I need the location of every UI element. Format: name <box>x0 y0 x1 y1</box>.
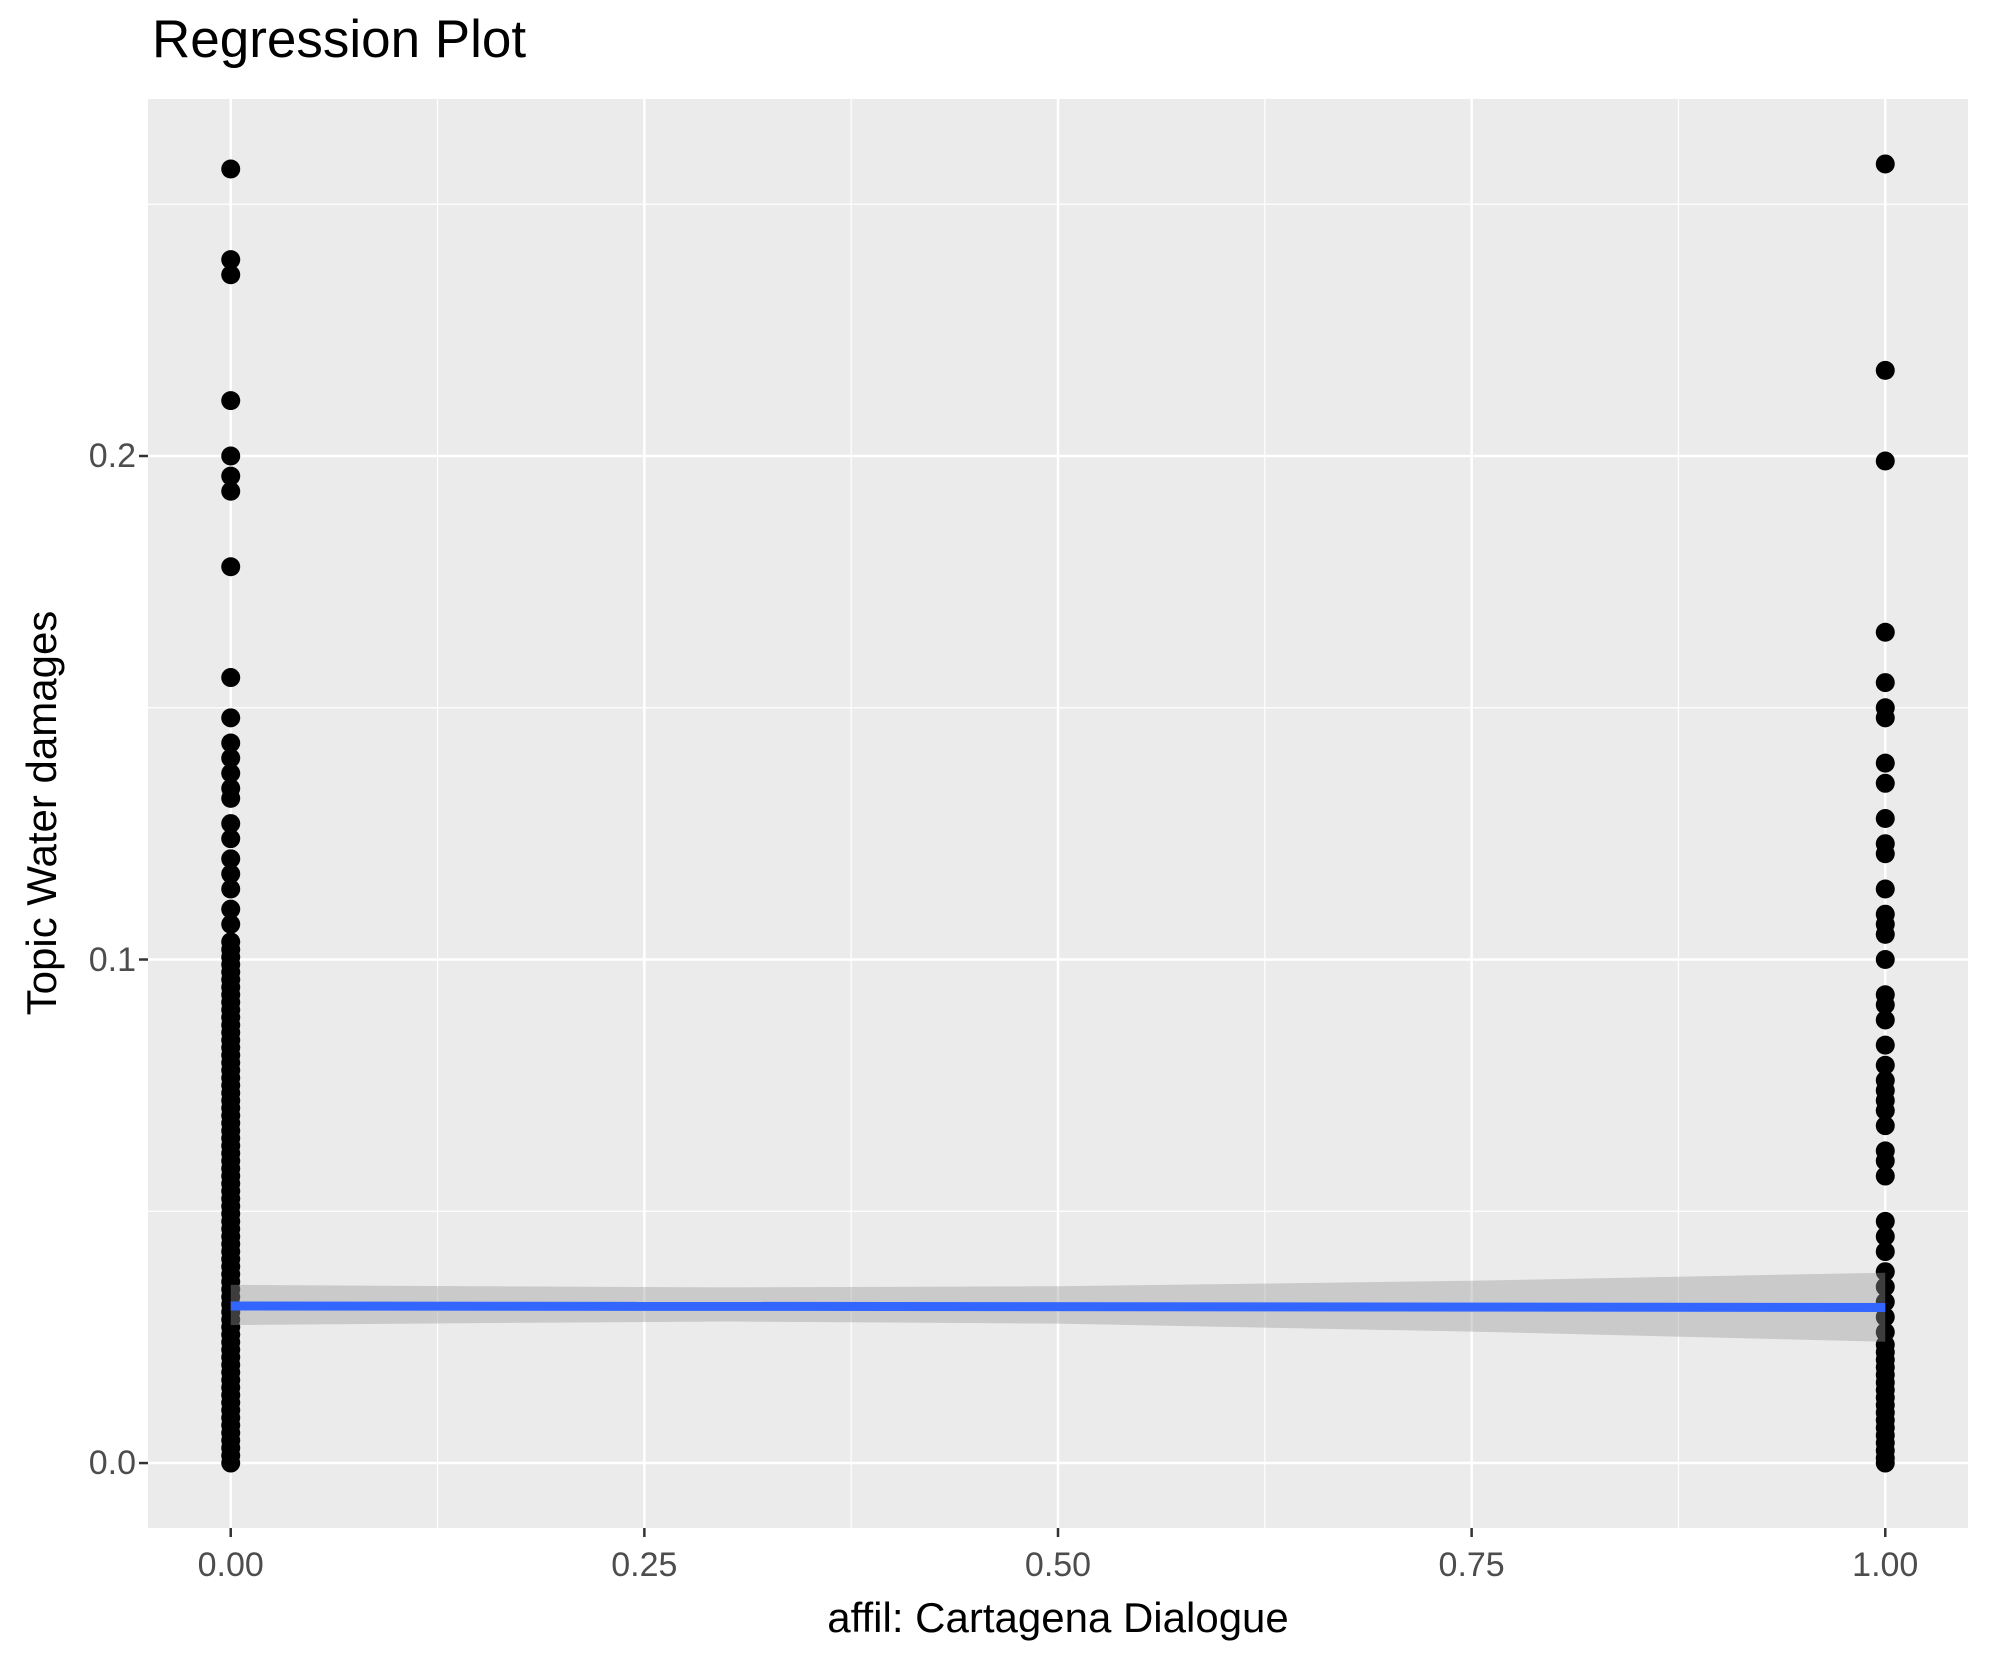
y-tick-label: 0.2 <box>88 436 136 475</box>
scatter-points <box>221 154 1895 1473</box>
y-axis-title: Topic Water damages <box>18 610 65 1016</box>
x-tick-label: 0.50 <box>1024 1546 1092 1584</box>
x-tick-label: 0.25 <box>611 1546 678 1584</box>
y-tick-label: 0.0 <box>88 1444 136 1483</box>
x-tick-label: 0.00 <box>197 1546 264 1584</box>
axis-tick-marks <box>139 454 1887 1537</box>
y-tick-label: 0.1 <box>88 940 136 979</box>
gridlines-major <box>148 99 1968 1528</box>
x-tick-label: 1.00 <box>1852 1546 1919 1584</box>
x-axis-title: affil: Cartagena Dialogue <box>827 1594 1289 1641</box>
plot-title: Regression Plot <box>152 10 527 69</box>
x-tick-label: 0.75 <box>1438 1546 1505 1584</box>
regression-line <box>230 1301 1886 1312</box>
